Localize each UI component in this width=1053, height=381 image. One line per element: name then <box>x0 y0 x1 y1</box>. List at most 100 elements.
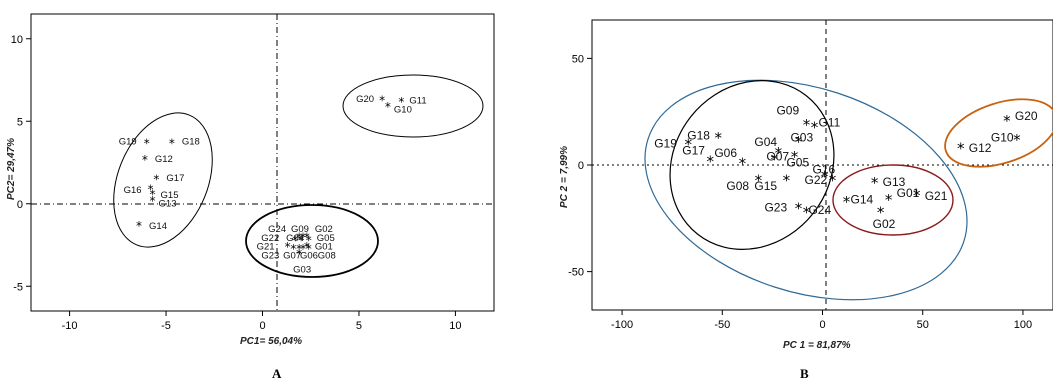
panel-a-point-label-g19: G19 <box>119 137 137 148</box>
panel-a-data-point-g04: * <box>298 234 304 248</box>
panel-b-data-point-g03: * <box>795 133 803 151</box>
panel-a-data-point-g20: * <box>379 93 385 107</box>
panel-b-data-point-g11: * <box>811 118 819 136</box>
panel-a-point-label-g13: G13 <box>159 198 177 209</box>
panel-b-x-tick-label: 100 <box>1014 319 1032 331</box>
panel-b-data-point-g14: * <box>843 193 851 211</box>
panel-b-point-label-g03: G03 <box>790 131 813 145</box>
panel-b-data-point-g10: * <box>1013 131 1021 149</box>
panel-a-point-label-g07: G07 <box>283 250 301 261</box>
panel-b-point-label-g15: G15 <box>754 179 777 193</box>
panel-a-data-point-g09: * <box>300 230 306 244</box>
panel-b-data-point-g19: * <box>684 135 692 153</box>
panel-b-data-point-g12: * <box>957 140 965 158</box>
panel-b-point-label-g23: G23 <box>764 201 787 215</box>
panel-b-data-point-g18: * <box>715 129 723 147</box>
panel-a-point-label-g01: G01 <box>315 242 333 253</box>
panel-b-data-point-g01: * <box>885 191 893 209</box>
panel-b-data-point-g06: * <box>739 155 747 173</box>
panel-b-data-point-g17: * <box>707 152 715 170</box>
panel-a-data-point-g02: * <box>304 230 310 244</box>
panel-a-point-label-g06: G06 <box>300 250 318 261</box>
panel-b-y-tick-label: -50 <box>568 267 584 279</box>
panel-b-caption: B <box>800 366 809 381</box>
panel-a-data-point-g10: * <box>385 100 391 114</box>
panel-b-y-axis-label: PC 2 = 7,99% <box>559 146 570 208</box>
panel-a-point-label-g09: G09 <box>291 224 309 235</box>
panel-b-point-label-g13: G13 <box>883 175 906 189</box>
panel-a-x-tick-label: 5 <box>356 320 362 332</box>
panel-a-data-point-g05: * <box>306 234 312 248</box>
panel-a-point-label-g24: G24 <box>268 224 286 235</box>
panel-b-data-point-g13: * <box>871 174 879 192</box>
panel-b-x-tick-label: -100 <box>611 319 633 331</box>
panel-a-group-ellipse-left <box>113 112 213 248</box>
panel-b-data-point-g04: * <box>775 144 783 162</box>
panel-a-data-point-g15: * <box>150 187 156 201</box>
panel-a-point-label-g08: G08 <box>318 250 336 261</box>
panel-b-x-axis-label: PC 1 = 81,87% <box>783 340 851 351</box>
panel-a-x-tick-label: 0 <box>259 320 265 332</box>
panel-b-data-point-g20: * <box>1003 112 1011 130</box>
panel-b-x-tick-label: -50 <box>714 319 730 331</box>
panel-a-data-point-g14: * <box>136 219 142 233</box>
panel-a-data-point-g23: * <box>290 242 296 256</box>
panel-b-point-label-g02: G02 <box>873 217 896 231</box>
panel-a-group-ellipse-upper-right <box>342 74 484 138</box>
panel-b-point-label-g19: G19 <box>654 137 677 151</box>
panel-a-data-point-g24: * <box>296 230 302 244</box>
panel-a-data-point-g08: * <box>306 242 312 256</box>
panel-a-data-point-g11: * <box>398 95 404 109</box>
panel-a-data-point-g01: * <box>304 240 310 254</box>
panel-a-data-point-g03: * <box>296 247 302 261</box>
panel-b-data-point-g16: * <box>821 167 829 185</box>
panel-a-x-tick-label: 10 <box>449 320 461 332</box>
panel-b-group-ellipse-blue <box>644 79 968 301</box>
panel-b-data-point-g08: * <box>755 172 763 190</box>
panel-b-data-point-g07: * <box>771 150 779 168</box>
panel-b-y-tick-label: 0 <box>578 160 584 172</box>
panel-b-data-point-g21: * <box>913 187 921 205</box>
panel-b-point-label-g06: G06 <box>714 146 737 160</box>
panel-a-data-point-g19: * <box>144 136 150 150</box>
panel-a-y-tick-label: 0 <box>17 199 23 211</box>
panel-a-data-point-g18: * <box>169 136 175 150</box>
panel-b-point-label-g07: G07 <box>766 150 789 164</box>
panel-a-x-tick-label: -5 <box>161 320 171 332</box>
panel-b-point-label-g04: G04 <box>754 135 777 149</box>
panel-b-point-label-g17: G17 <box>682 144 705 158</box>
panel-b-group-ellipse-red <box>832 164 954 236</box>
panel-b-point-label-g16: G16 <box>813 163 836 177</box>
panel-b-data-point-g15: * <box>783 172 791 190</box>
panel-b-group-ellipse-orange <box>944 98 1053 168</box>
panel-b-data-point-g09: * <box>803 116 811 134</box>
panel-b-point-label-g05: G05 <box>786 155 809 169</box>
panel-a-point-label-g15: G15 <box>161 190 179 201</box>
panel-a-point-label-g22: G22 <box>261 233 279 244</box>
panel-a-y-axis-label: PC2= 29,47% <box>6 138 17 200</box>
panel-a-point-label-g03: G03 <box>293 264 311 275</box>
panel-a-point-label-g11: G11 <box>409 95 426 106</box>
panel-a-group-ellipse-center <box>245 204 379 278</box>
panel-a-point-label-g17: G17 <box>166 173 184 184</box>
panel-a-point-label-g10: G10 <box>394 104 412 115</box>
panel-a-data-point-g06: * <box>300 242 306 256</box>
panel-b-point-label-g12: G12 <box>969 141 992 155</box>
panel-a-y-tick-label: -5 <box>13 281 23 293</box>
panel-b-data-point-g22: * <box>829 172 837 190</box>
panel-a-data-point-g16: * <box>148 182 154 196</box>
panel-a-data-point-g07: * <box>296 242 302 256</box>
panel-b-data-point-g02: * <box>877 204 885 222</box>
panel-a-point-label-g18: G18 <box>182 137 200 148</box>
panel-b-group-ellipse-black <box>669 80 835 250</box>
panel-b-point-label-g11: G11 <box>818 116 840 130</box>
panel-b-point-label-g22: G22 <box>805 173 828 187</box>
panel-a-data-point-g12: * <box>142 153 148 167</box>
panel-b-point-label-g24: G24 <box>808 203 831 217</box>
panel-b-data-point-g23: * <box>795 199 803 217</box>
panel-a-y-tick-label: 10 <box>11 34 23 46</box>
panel-a-point-label-g21: G21 <box>257 242 275 253</box>
panel-b-point-label-g18: G18 <box>687 128 710 142</box>
